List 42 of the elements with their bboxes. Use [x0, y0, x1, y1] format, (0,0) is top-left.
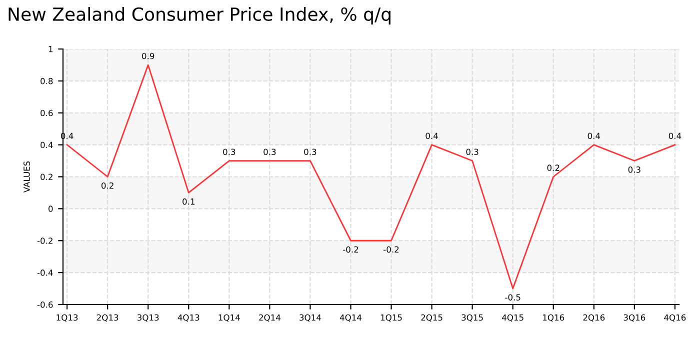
- y-tick-label: 0: [48, 206, 53, 212]
- data-label: 0.4: [588, 132, 600, 140]
- data-label: 0.3: [466, 148, 478, 155]
- x-tick-label: 2Q16: [583, 314, 605, 322]
- y-tick-label: -0.2: [37, 238, 52, 244]
- data-label: 0.4: [668, 132, 682, 140]
- data-label: 0.3: [264, 148, 276, 155]
- x-tick-label: 1Q14: [218, 314, 240, 322]
- x-tick-label: 3Q13: [138, 314, 159, 322]
- data-label: 0.3: [223, 148, 236, 155]
- x-tick-label: 1Q15: [380, 314, 402, 322]
- y-tick-label: 0.8: [40, 78, 53, 84]
- x-tick-label: 1Q16: [543, 314, 564, 322]
- data-label: 0.9: [142, 52, 154, 60]
- y-axis-title: VALUES: [24, 161, 30, 193]
- x-tick-label: 3Q16: [624, 314, 646, 322]
- data-label: -0.2: [343, 246, 358, 253]
- y-tick-label: -0.6: [37, 301, 53, 308]
- x-tick-label: 4Q14: [340, 314, 362, 322]
- chart-title: New Zealand Consumer Price Index, % q/q: [8, 7, 390, 24]
- data-label: 0.2: [547, 164, 560, 171]
- data-label: 0.2: [102, 182, 114, 189]
- y-tick-label: 0.4: [40, 142, 53, 148]
- y-tick-label: 0.6: [40, 110, 53, 116]
- y-tick-label: 0.2: [40, 174, 52, 180]
- x-tick-label: 4Q16: [664, 314, 686, 322]
- x-tick-label: 3Q14: [300, 314, 321, 322]
- data-label: 0.3: [304, 148, 316, 155]
- data-label: 0.4: [426, 132, 438, 140]
- x-tick-label: 2Q15: [421, 314, 442, 322]
- data-label: 0.1: [182, 198, 194, 205]
- data-label: -0.2: [384, 246, 399, 253]
- x-tick-label: 4Q15: [502, 314, 524, 322]
- x-tick-label: 2Q13: [96, 314, 118, 322]
- x-tick-label: 4Q13: [178, 314, 200, 322]
- y-tick-label: -0.4: [37, 270, 53, 276]
- data-label: 0.3: [628, 166, 640, 173]
- x-tick-label: 1Q13: [56, 314, 78, 322]
- x-tick-label: 2Q14: [259, 314, 280, 322]
- y-tick-label: 1: [48, 46, 53, 52]
- x-tick-label: 3Q15: [462, 314, 483, 322]
- data-label: -0.5: [505, 294, 520, 301]
